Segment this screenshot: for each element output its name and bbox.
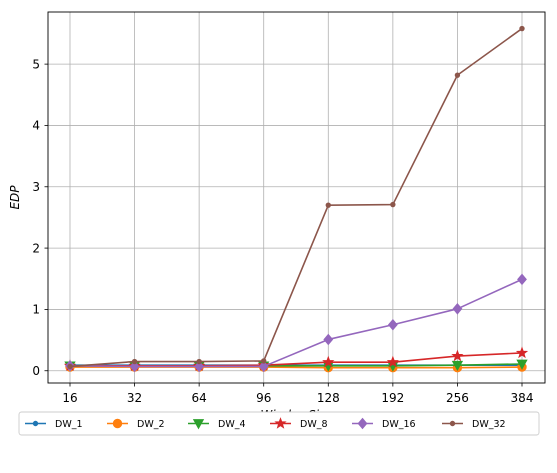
y-tick-label: 0 [32, 364, 40, 378]
data-point-dw-32 [132, 359, 136, 363]
y-tick-label: 3 [32, 180, 40, 194]
data-point-dw-16 [453, 304, 462, 314]
y-axis-ticks: 0 1 2 3 4 5 [32, 57, 48, 378]
x-tick-label: 128 [317, 391, 340, 405]
data-point-dw-32 [455, 73, 459, 77]
y-tick-label: 2 [32, 241, 40, 255]
y-tick-label: 4 [32, 119, 40, 133]
data-point-dw-32 [391, 202, 395, 206]
grid-lines [48, 12, 545, 383]
x-tick-label: 256 [446, 391, 469, 405]
x-tick-label: 96 [256, 391, 271, 405]
data-point-dw-8 [453, 351, 463, 360]
legend-label-dw-16: DW_16 [382, 419, 416, 430]
y-tick-label: 1 [32, 303, 40, 317]
legend-label-dw-32: DW_32 [472, 419, 506, 430]
x-tick-label: 16 [62, 391, 77, 405]
data-point-dw-16 [324, 334, 333, 344]
series-dw-32 [68, 26, 524, 368]
legend-label-dw-8: DW_8 [300, 419, 328, 430]
x-tick-label: 64 [192, 391, 207, 405]
x-axis-ticks: 16 32 64 96 128 192 256 384 [62, 383, 533, 405]
data-point-dw-8 [517, 348, 527, 357]
series-line-dw-32 [70, 29, 522, 367]
plot-frame [48, 12, 545, 383]
legend-marker-dw-2 [113, 419, 121, 427]
series-line-dw-16 [70, 279, 522, 366]
data-point-dw-32 [197, 359, 201, 363]
data-point-dw-32 [262, 359, 266, 363]
data-point-dw-32 [68, 364, 72, 368]
legend-label-dw-1: DW_1 [55, 419, 83, 430]
data-point-dw-32 [520, 26, 524, 30]
data-point-dw-32 [326, 203, 330, 207]
legend-label-dw-2: DW_2 [137, 419, 165, 430]
legend-label-dw-4: DW_4 [218, 419, 246, 430]
x-tick-label: 192 [381, 391, 404, 405]
legend-marker-dw-1 [33, 421, 37, 425]
legend-marker-dw-32 [450, 421, 454, 425]
data-point-dw-16 [389, 320, 398, 330]
data-point-dw-16 [518, 274, 527, 284]
y-axis-label: EDP [8, 185, 22, 210]
legend: DW_1 DW_2 DW_4 DW_8 DW_16 DW_32 [19, 412, 539, 435]
y-tick-label: 5 [32, 57, 40, 71]
x-tick-label: 32 [127, 391, 142, 405]
x-tick-label: 384 [511, 391, 534, 405]
